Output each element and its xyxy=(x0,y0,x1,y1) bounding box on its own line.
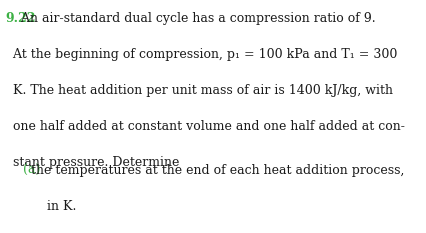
Text: in K.: in K. xyxy=(23,200,77,213)
Text: At the beginning of compression, p₁ = 100 kPa and T₁ = 300: At the beginning of compression, p₁ = 10… xyxy=(5,48,397,61)
Text: (a): (a) xyxy=(23,164,41,177)
Text: the temperatures at the end of each heat addition process,: the temperatures at the end of each heat… xyxy=(23,164,404,177)
Text: An air-standard dual cycle has a compression ratio of 9.: An air-standard dual cycle has a compres… xyxy=(5,12,375,25)
Text: K. The heat addition per unit mass of air is 1400 kJ/kg, with: K. The heat addition per unit mass of ai… xyxy=(5,84,392,97)
Text: one half added at constant volume and one half added at con-: one half added at constant volume and on… xyxy=(5,120,404,133)
Text: 9.22: 9.22 xyxy=(5,12,35,25)
Text: stant pressure. Determine: stant pressure. Determine xyxy=(5,156,179,169)
